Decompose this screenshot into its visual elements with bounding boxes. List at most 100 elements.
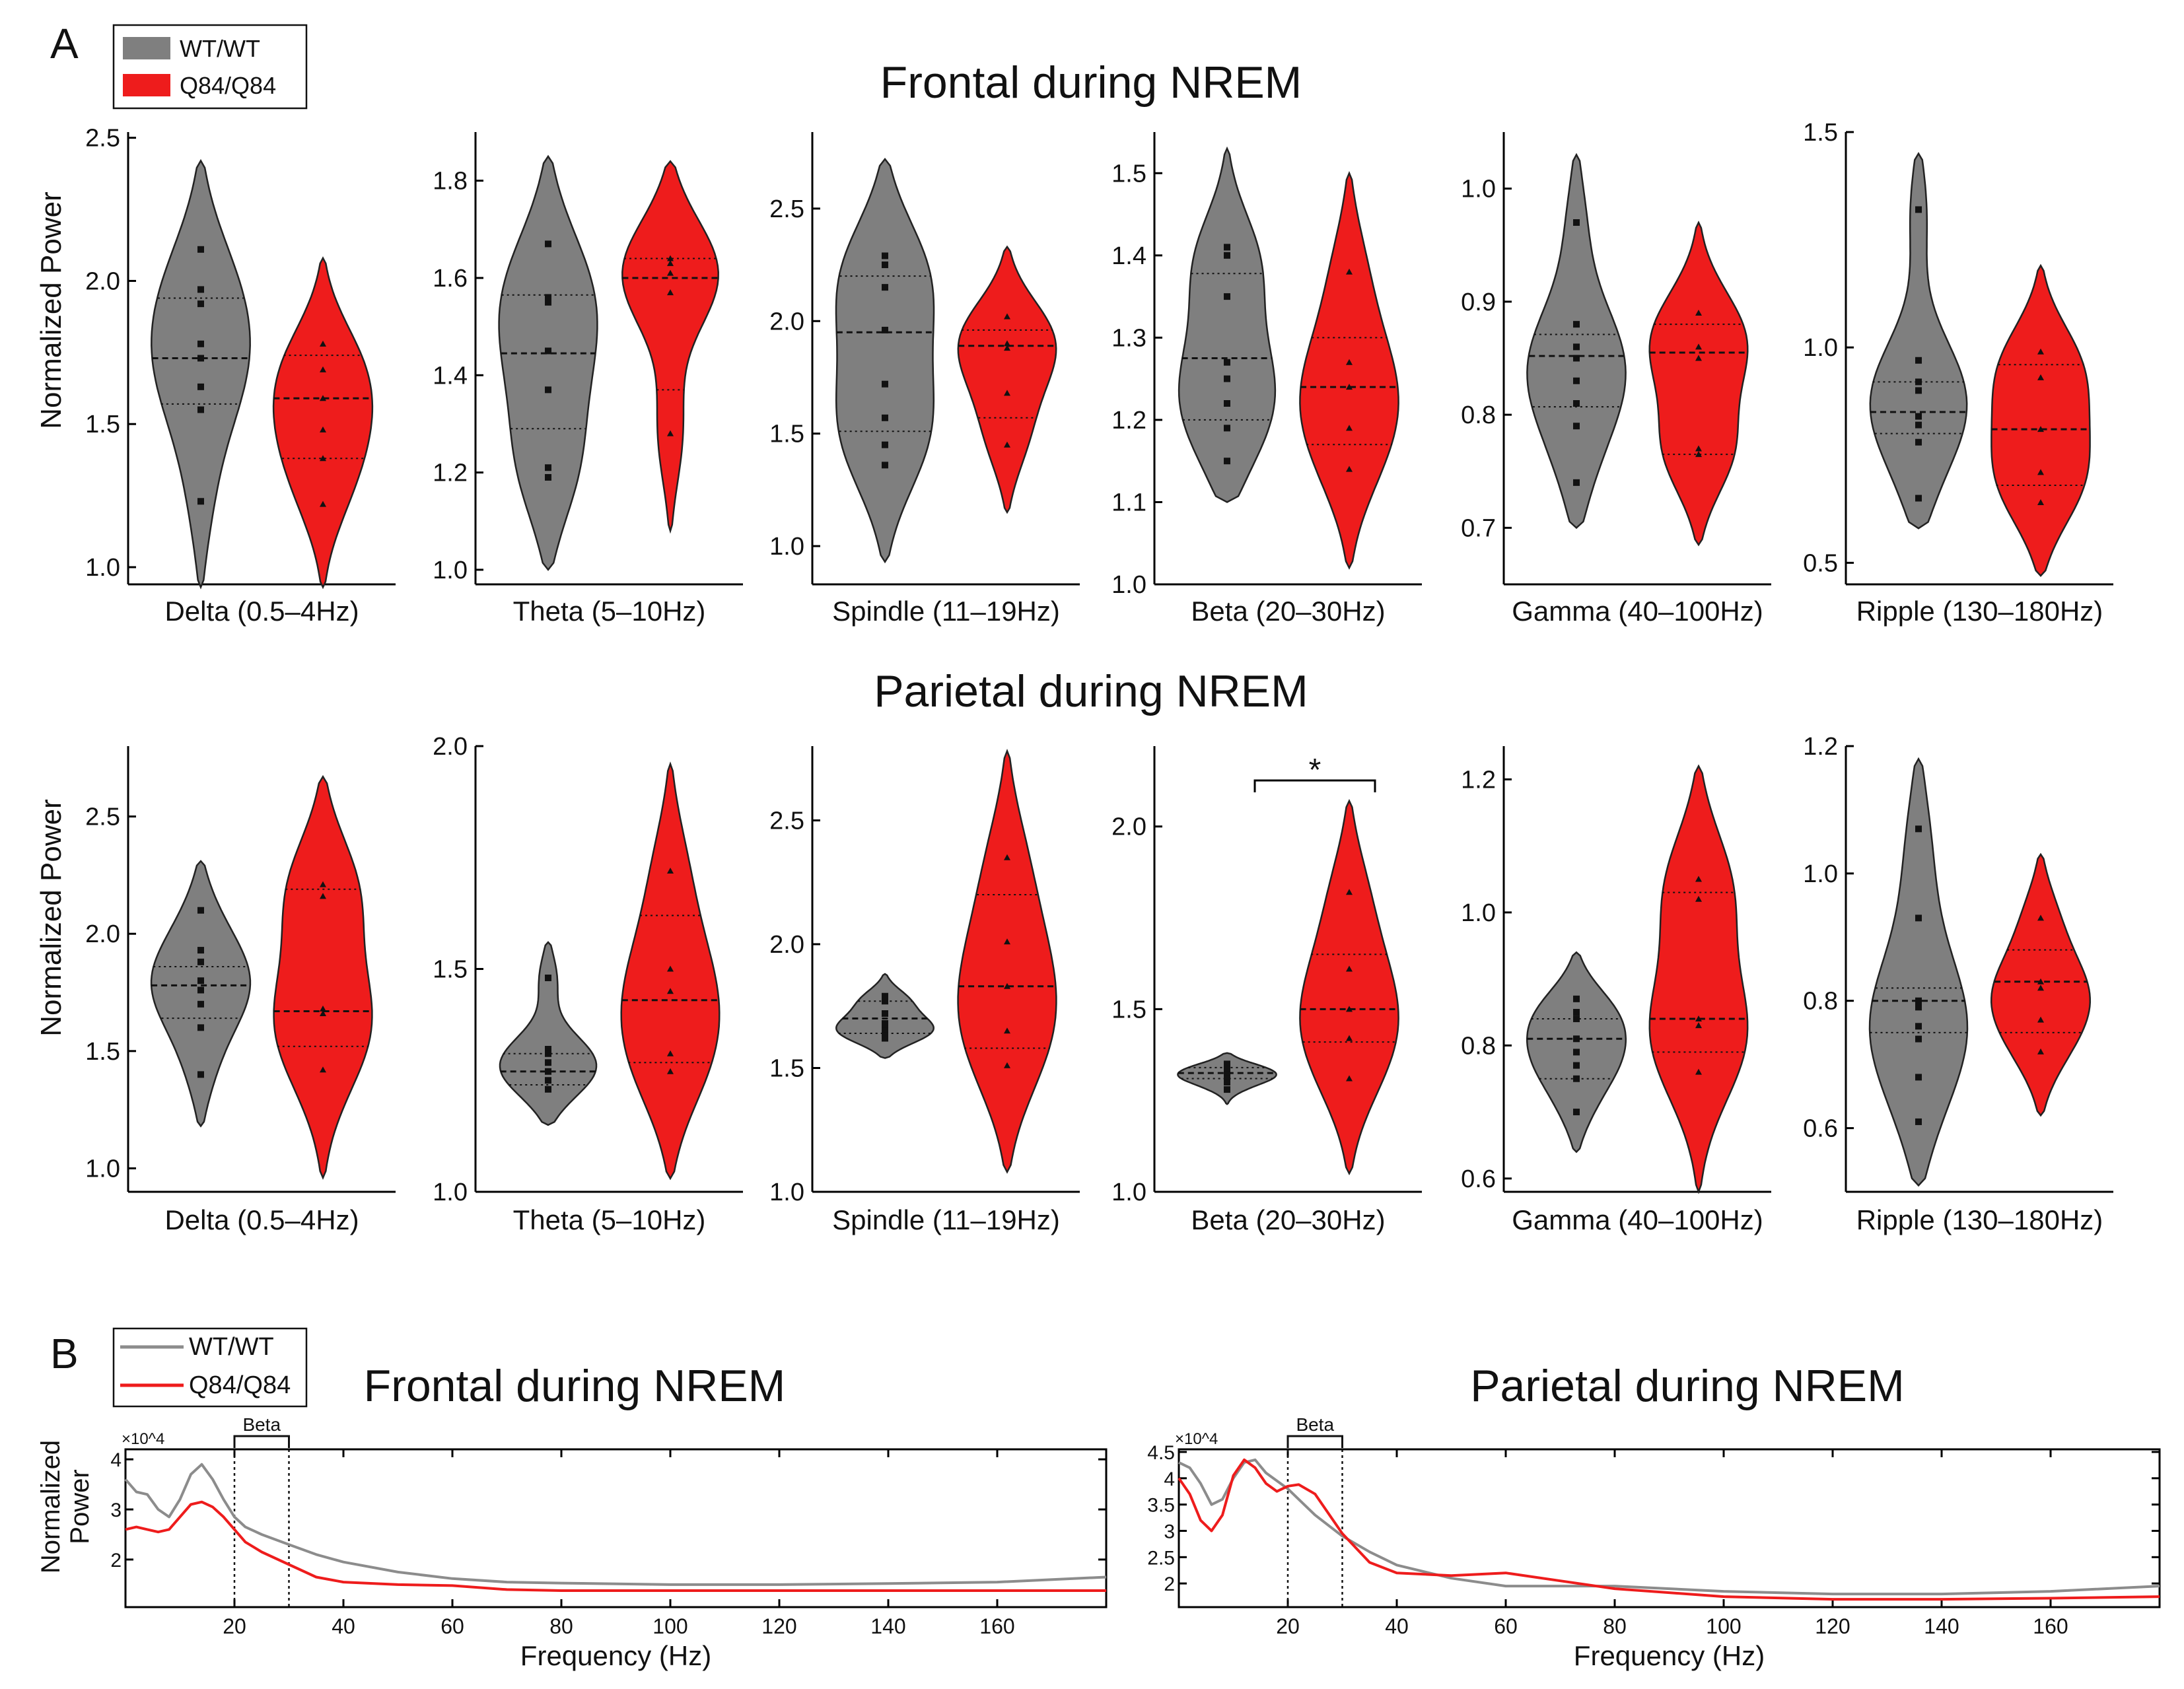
- data-point: [320, 500, 326, 507]
- data-point: [1695, 1022, 1702, 1029]
- x-axis-label: Beta (20–30Hz): [1191, 596, 1385, 627]
- y-tick-label: 1.4: [433, 362, 468, 390]
- legend-b: WT/WT Q84/Q84: [112, 1327, 308, 1408]
- data-point: [1915, 438, 1922, 446]
- data-point: [667, 255, 674, 261]
- data-point: [882, 326, 888, 333]
- legend-b-wt-label: WT/WT: [189, 1333, 274, 1361]
- y-tick-label: 0.8: [1461, 1032, 1496, 1060]
- ylabel-parietal: Normalized Power: [35, 799, 67, 1036]
- data-point: [1915, 914, 1922, 922]
- data-point: [1695, 1068, 1702, 1075]
- y-tick-label: 2.0: [1111, 813, 1146, 841]
- series-line-wt: [1178, 1458, 2160, 1596]
- data-point: [1573, 377, 1580, 384]
- data-point: [197, 406, 204, 413]
- y-multiplier: ×10^4: [122, 1430, 164, 1448]
- y-tick-label: 1.5: [769, 421, 804, 448]
- data-point: [1573, 1062, 1580, 1069]
- data-point: [197, 977, 204, 984]
- violin-chart-11: 0.6 0.8 1.0 1.2 Ripple (130–180Hz): [1803, 733, 2113, 1235]
- violin-chart-2: 1.0 1.5 2.0 2.5 Spindle (11–19Hz): [769, 132, 1080, 627]
- y-tick-label: 0.8: [1803, 988, 1838, 1016]
- data-point: [1915, 1004, 1922, 1011]
- violin-wt: [1178, 146, 1277, 503]
- panel-label-a: A: [50, 20, 79, 67]
- data-point: [1224, 359, 1230, 366]
- violin-chart-3: 1.0 1.1 1.2 1.3 1.4 1.5 Beta (20–30Hz): [1111, 132, 1422, 627]
- data-point: [1915, 495, 1922, 502]
- data-point: [1346, 1075, 1353, 1082]
- data-point: [1224, 252, 1230, 259]
- violin-wt: [835, 157, 935, 564]
- violin-wt: [498, 155, 598, 571]
- data-point: [2037, 1016, 2044, 1023]
- x-axis-label: Frequency (Hz): [1574, 1640, 1765, 1671]
- data-point: [1346, 889, 1353, 895]
- data-point: [1573, 1075, 1580, 1082]
- data-point: [1346, 359, 1353, 365]
- ylabel-frontal: Normalized Power: [35, 191, 67, 429]
- violin-q84: [957, 749, 1057, 1174]
- data-point: [2037, 469, 2044, 475]
- data-point: [1224, 1064, 1230, 1071]
- y-tick-label: 2: [1164, 1573, 1175, 1595]
- band-label: Beta: [1296, 1414, 1334, 1435]
- band-bracket: [1286, 1435, 1343, 1448]
- legend-q84-swatch: [123, 74, 170, 96]
- data-point: [1915, 1023, 1922, 1030]
- x-tick-label: 100: [1706, 1614, 1741, 1638]
- data-point: [1573, 343, 1580, 351]
- data-point: [545, 1086, 551, 1093]
- x-tick-label: 40: [1385, 1614, 1409, 1638]
- data-point: [1573, 423, 1580, 430]
- data-point: [1346, 1006, 1353, 1012]
- y-tick-label: 3.5: [1147, 1495, 1175, 1517]
- violin-chart-6: 1.0 1.5 2.0 2.5 Delta (0.5–4Hz): [85, 746, 396, 1235]
- data-point: [1695, 355, 1702, 361]
- data-point: [1224, 1075, 1230, 1082]
- y-tick-label: 2.5: [769, 195, 804, 223]
- data-point: [1695, 895, 1702, 902]
- y-tick-label: 1.0: [769, 1179, 804, 1206]
- x-tick-label: 40: [332, 1614, 355, 1638]
- x-tick-label: 80: [549, 1614, 573, 1638]
- data-point: [1224, 1068, 1230, 1075]
- x-axis-label: Delta (0.5–4Hz): [164, 596, 359, 627]
- data-point: [667, 1068, 674, 1074]
- data-point: [1004, 854, 1010, 860]
- data-point: [1573, 1008, 1580, 1016]
- data-point: [1224, 375, 1230, 382]
- violin-wt: [150, 860, 252, 1128]
- x-axis-label: Ripple (130–180Hz): [1856, 1204, 2103, 1235]
- data-point: [1915, 825, 1922, 833]
- data-point: [1915, 1035, 1922, 1043]
- y-tick-label: 1.3: [1111, 324, 1146, 352]
- data-point: [1346, 465, 1353, 472]
- y-tick-label: 0.8: [1461, 401, 1496, 429]
- y-tick-label: 1.0: [1803, 860, 1838, 888]
- data-point: [1915, 413, 1922, 420]
- data-point: [2037, 499, 2044, 506]
- b-ylabel-line2: Power: [65, 1469, 94, 1544]
- data-point: [667, 1050, 674, 1056]
- data-point: [2037, 348, 2044, 355]
- violin-q84: [273, 775, 373, 1180]
- y-tick-label: 0.7: [1461, 514, 1496, 542]
- series-line-q84: [1178, 1458, 2160, 1601]
- x-axis-label: Theta (5–10Hz): [513, 596, 706, 627]
- data-point: [545, 1059, 551, 1066]
- violin-q84: [1648, 764, 1749, 1194]
- x-tick-label: 120: [761, 1614, 796, 1638]
- data-point: [197, 1071, 204, 1078]
- y-tick-label: 0.5: [1803, 549, 1838, 577]
- data-point: [882, 261, 888, 269]
- data-point: [1224, 1060, 1230, 1068]
- y-tick-label: 1.5: [433, 956, 468, 984]
- data-point: [197, 986, 204, 994]
- data-point: [667, 988, 674, 994]
- y-tick-label: 1.0: [85, 554, 120, 582]
- data-point: [1915, 1074, 1922, 1081]
- data-point: [545, 298, 551, 306]
- data-point: [197, 300, 204, 308]
